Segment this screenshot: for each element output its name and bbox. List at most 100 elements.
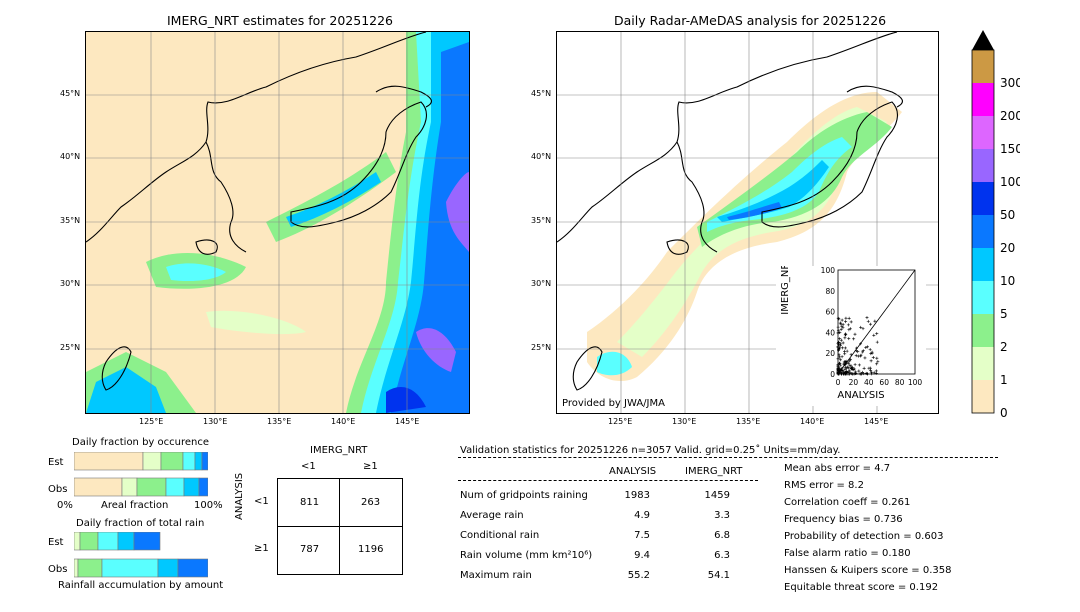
scatter-point	[875, 362, 879, 366]
score-line: Frequency bias = 0.736	[784, 514, 903, 525]
right-lat-label: 40°N	[531, 152, 552, 161]
scatter-ylabel: IMERG_NRT	[780, 266, 791, 315]
colorbar-tick-label: 100	[1000, 175, 1020, 189]
scatter-point	[857, 369, 861, 373]
colorbar-tick-label: 150	[1000, 142, 1020, 156]
colorbar-segment	[972, 50, 994, 83]
left-lon-label: 135°E	[267, 417, 292, 426]
scatter-point	[846, 323, 850, 327]
scatter-point	[872, 371, 876, 375]
colorbar-border	[971, 49, 995, 414]
scatter-point	[870, 350, 874, 354]
right-lat-label: 35°N	[531, 216, 552, 225]
occurrence-row-est: Est	[48, 457, 64, 468]
scatter-point	[839, 372, 843, 376]
scatter-point	[866, 372, 870, 376]
occurrence-title: Daily fraction by occurence	[72, 437, 210, 448]
scatter-point	[876, 360, 880, 364]
scatter-point	[843, 360, 847, 364]
stat-analysis: 9.4	[634, 550, 650, 561]
scatter-point	[854, 354, 858, 358]
validation-header: Validation statistics for 20251226 n=305…	[460, 445, 841, 456]
colorbar-tick-label: 300	[1000, 76, 1020, 90]
scatter-point	[844, 320, 848, 324]
total-rain-row-obs: Obs	[48, 564, 68, 575]
scatter-point	[856, 350, 860, 354]
stat-label: Num of gridpoints raining	[460, 490, 588, 501]
stat-label: Conditional rain	[460, 530, 540, 541]
scatter-point	[849, 353, 853, 357]
scatter-point	[864, 346, 868, 350]
scatter-point	[839, 322, 843, 326]
contingency-col-header: IMERG_NRT	[310, 445, 368, 456]
occurrence-row-obs: Obs	[48, 484, 68, 495]
scatter-xlabel: ANALYSIS	[837, 390, 884, 401]
colorbar-segment	[972, 380, 994, 413]
scatter-y-tick: 20	[825, 349, 835, 358]
colorbar-segment	[972, 347, 994, 380]
score-line: Equitable threat score = 0.192	[784, 582, 939, 593]
scatter-point	[864, 371, 868, 375]
colorbar-tick-label: 200	[1000, 109, 1020, 123]
colorbar-extend-arrow	[972, 30, 994, 50]
colorbar-segment	[972, 83, 994, 116]
stat-imerg: 6.8	[714, 530, 730, 541]
contingency-row-header: ANALYSIS	[234, 472, 245, 520]
scatter-point	[853, 332, 857, 336]
right-lat-label: 30°N	[531, 279, 552, 288]
score-line: Correlation coeff = 0.261	[784, 497, 911, 508]
scatter-point	[861, 370, 865, 374]
contingency-col-label: <1	[301, 461, 316, 472]
colorbar-segment	[972, 116, 994, 149]
stat-label: Average rain	[460, 510, 524, 521]
stat-label: Rain volume (mm km²10⁶)	[460, 550, 593, 561]
scatter-point	[841, 322, 845, 326]
scatter-point	[842, 362, 846, 366]
validation-col-imerg: IMERG_NRT	[685, 466, 743, 477]
validation-divider	[458, 457, 998, 458]
scatter-point	[869, 359, 873, 363]
scatter-x-tick: 0	[836, 378, 841, 387]
scatter-point	[838, 337, 842, 341]
scatter-point	[850, 372, 854, 376]
scatter-point	[849, 320, 853, 324]
scatter-point	[836, 372, 840, 376]
scatter-point	[843, 336, 847, 340]
scatter-y-tick: 0	[830, 370, 835, 379]
occurrence-axis-left: 0%	[57, 500, 73, 511]
scatter-y-tick: 80	[825, 287, 835, 296]
scatter-point	[839, 363, 843, 367]
colorbar-tick-label: 1	[1000, 373, 1008, 387]
right-lon-label: 125°E	[608, 417, 633, 426]
contingency-row-label: ≥1	[254, 543, 269, 554]
scatter-point	[852, 337, 856, 341]
scatter-point	[875, 332, 879, 336]
scatter-point	[840, 318, 844, 322]
colorbar-tick-label: 50	[1000, 208, 1015, 222]
stat-imerg: 54.1	[707, 570, 730, 581]
scatter-point	[870, 372, 874, 376]
scatter-point	[845, 365, 849, 369]
scatter-inset: 0 0 20 20 40 40 60 60 80 80 100 100 IMERG_NRT ANALY…	[776, 256, 926, 406]
stat-imerg: 3.3	[714, 510, 730, 521]
scatter-point	[856, 354, 860, 358]
occurrence-axis-right: 100%	[194, 500, 223, 511]
scatter-point	[865, 345, 869, 349]
right-lon-label: 140°E	[800, 417, 825, 426]
scatter-point	[872, 333, 876, 337]
scatter-point	[838, 330, 842, 334]
left-lat-label: 30°N	[60, 279, 81, 288]
scatter-point	[838, 361, 842, 365]
right-lon-label: 145°E	[864, 417, 889, 426]
stat-imerg: 1459	[704, 490, 730, 501]
scatter-point	[839, 358, 843, 362]
scatter-x-tick: 60	[879, 378, 889, 387]
scatter-point	[837, 347, 841, 351]
right-lon-label: 135°E	[736, 417, 761, 426]
scatter-point	[851, 368, 855, 372]
scatter-point	[868, 347, 872, 351]
right-lon-label: 130°E	[672, 417, 697, 426]
right-map-canvas	[557, 32, 938, 413]
left-lon-label: 130°E	[203, 417, 228, 426]
scatter-point	[859, 342, 863, 346]
